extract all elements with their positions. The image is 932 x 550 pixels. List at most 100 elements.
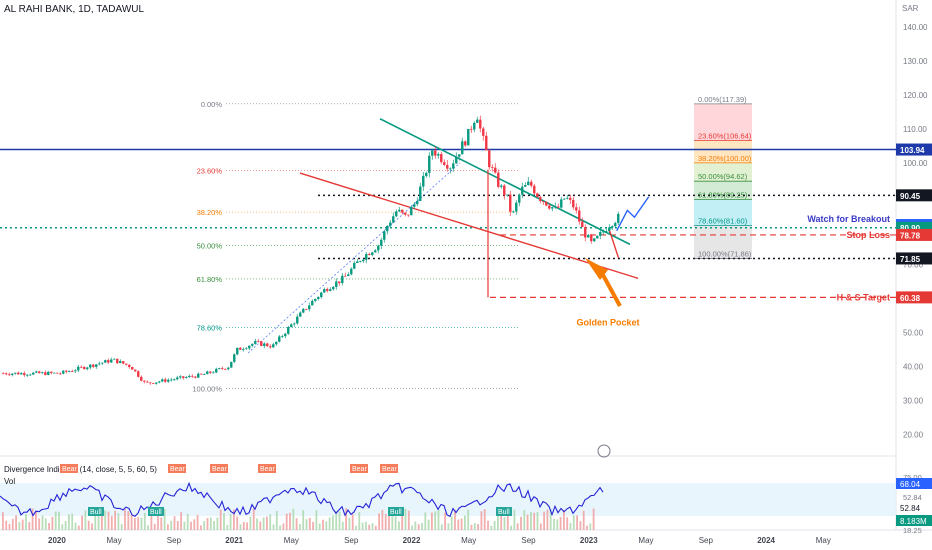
- falling-resistance-line: [379, 118, 631, 246]
- time-tick-label: 2024: [757, 536, 775, 545]
- volume-bar: [440, 524, 443, 530]
- candle-body: [428, 155, 431, 173]
- fib-left-label: 61.80%: [197, 275, 223, 284]
- volume-bar: [460, 518, 463, 530]
- volume-bar: [124, 509, 126, 530]
- candle-body: [287, 327, 290, 334]
- volume-bar: [110, 515, 113, 530]
- volume-bar: [388, 508, 390, 530]
- volume-bar: [203, 521, 206, 530]
- bull-signal: [148, 507, 164, 516]
- price-badge-label: 71.85: [900, 255, 921, 264]
- volume-bar: [107, 511, 110, 530]
- volume-bar: [58, 511, 60, 530]
- indicator-tick: 52.84: [903, 493, 922, 502]
- candle-body: [62, 370, 65, 374]
- price-tick-label: 110.00: [903, 125, 927, 134]
- bull-signal-label: Bull: [90, 509, 102, 516]
- volume-bar: [401, 508, 404, 530]
- volume-bar: [592, 508, 595, 530]
- fib-right-label: 78.60%(81.60): [698, 216, 748, 225]
- candle-body: [206, 371, 209, 375]
- candle-body: [527, 181, 530, 186]
- volume-bar: [457, 519, 460, 530]
- candle-body: [155, 382, 158, 384]
- chart-symbol-title: AL RAHI BANK, 1D, TADAWUL: [4, 4, 145, 15]
- candle-body: [323, 289, 326, 293]
- candle-body: [473, 122, 476, 130]
- candle-body: [479, 119, 482, 129]
- candle-body: [59, 373, 62, 375]
- volume-bar: [157, 511, 159, 530]
- fib-right-label: 38.20%(100.00): [698, 154, 752, 163]
- volume-bar: [315, 510, 318, 530]
- fib-right-label: 61.80%(89.25): [698, 190, 748, 199]
- candle-body: [20, 373, 23, 375]
- candle-body: [149, 382, 152, 384]
- volume-bar: [421, 522, 423, 530]
- candle-body: [542, 201, 545, 202]
- volume-bar: [417, 524, 420, 530]
- volume-bar: [289, 512, 291, 530]
- volume-bar: [576, 515, 578, 530]
- volume-bar: [381, 510, 384, 530]
- candle-body: [611, 226, 614, 228]
- candle-body: [518, 194, 521, 203]
- fib-right-zone: [694, 199, 752, 226]
- volume-bar: [503, 517, 506, 530]
- price-badge-label: 90.45: [900, 192, 921, 201]
- candle-body: [284, 333, 287, 337]
- price-badge: [896, 189, 932, 202]
- volume-bar: [407, 510, 410, 530]
- volume-bar: [447, 523, 450, 530]
- volume-bar: [516, 523, 519, 530]
- chart-annotation: H & S Target: [837, 292, 890, 302]
- candle-body: [176, 377, 179, 380]
- chart-annotation: Stop Loss: [846, 230, 890, 240]
- candle-body: [68, 371, 71, 372]
- volume-bar: [252, 508, 255, 530]
- volume-bar: [25, 514, 27, 530]
- candle-body: [56, 372, 59, 374]
- candle-body: [485, 135, 488, 151]
- volume-bar: [338, 511, 341, 530]
- volume-bar: [147, 525, 149, 530]
- candle-body: [194, 376, 197, 378]
- volume-bar: [173, 516, 176, 530]
- candle-body: [599, 231, 602, 236]
- candle-body: [500, 185, 503, 187]
- candle-body: [347, 274, 350, 277]
- volume-bar: [18, 521, 21, 530]
- candle-body: [215, 368, 218, 373]
- volume-bar: [31, 508, 34, 530]
- candle-body: [329, 289, 332, 291]
- candle-body: [578, 210, 581, 222]
- volume-bar: [424, 512, 427, 530]
- candle-body: [281, 336, 284, 337]
- candle-body: [164, 379, 167, 382]
- price-badge: [896, 143, 932, 156]
- candle-body: [242, 349, 245, 350]
- candle-body: [119, 361, 122, 364]
- uptrend-line: [247, 162, 461, 354]
- lightning-icon: [597, 444, 611, 458]
- volume-bar: [539, 523, 542, 530]
- volume-bar: [200, 525, 202, 530]
- candle-body: [122, 361, 125, 364]
- volume-bar: [506, 508, 509, 530]
- candle-body: [263, 343, 266, 346]
- candle-body: [533, 185, 536, 194]
- volume-bar: [101, 513, 103, 530]
- volume-bar: [137, 517, 140, 530]
- volume-bar: [292, 508, 295, 530]
- price-tick-label: 70.00: [903, 261, 924, 270]
- price-badge-label: 60.38: [900, 294, 921, 303]
- candle-body: [560, 199, 563, 208]
- volume-bar: [493, 521, 496, 530]
- volume-bar: [371, 523, 374, 530]
- candle-body: [572, 199, 575, 208]
- volume-bar: [513, 509, 516, 530]
- volume-bar: [21, 519, 24, 530]
- volume-bar: [134, 517, 136, 530]
